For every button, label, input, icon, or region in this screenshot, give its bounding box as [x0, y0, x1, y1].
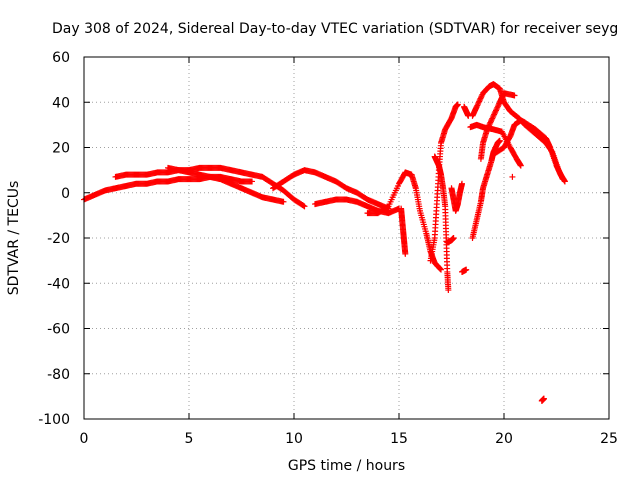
x-axis-label: GPS time / hours	[288, 458, 405, 474]
data-point	[496, 137, 503, 144]
series-trace-o	[461, 103, 472, 119]
data-point	[402, 250, 409, 257]
data-point	[540, 395, 547, 402]
data-point	[509, 173, 516, 180]
data-point	[493, 106, 500, 113]
data-point	[438, 266, 444, 273]
data-point	[561, 178, 568, 185]
data-point	[475, 99, 482, 106]
data-point	[487, 119, 494, 126]
data-point	[478, 92, 485, 99]
y-tick-label: -80	[47, 367, 70, 383]
data-point	[463, 266, 470, 273]
y-tick-label: 0	[61, 186, 70, 202]
data-point	[517, 162, 524, 169]
series-trace-c	[165, 164, 287, 205]
data-point	[450, 235, 457, 241]
y-tick-label: -100	[38, 412, 70, 428]
data-point	[476, 98, 483, 105]
data-point	[474, 102, 481, 109]
data-point	[494, 103, 501, 110]
data-point	[473, 103, 480, 110]
x-tick-label: 10	[285, 431, 303, 447]
y-tick-label: -40	[47, 276, 70, 292]
data-point	[488, 116, 495, 123]
data-point	[280, 198, 287, 205]
points-layer	[81, 81, 568, 404]
data-point	[478, 94, 485, 101]
data-point	[511, 92, 518, 99]
data-point	[300, 202, 307, 209]
series-trace-l	[459, 266, 470, 275]
x-tick-label: 20	[495, 431, 513, 447]
y-axis-label: SDTVAR / TECUs	[6, 181, 22, 296]
chart-title: Day 308 of 2024, Sidereal Day-to-day VTE…	[52, 21, 618, 37]
data-point	[454, 101, 461, 108]
data-point	[476, 96, 483, 103]
series-trace-t	[538, 395, 547, 404]
data-point	[445, 287, 452, 294]
series-trace-i	[427, 101, 461, 264]
ticks-layer: 0 5 10 15 20 25 -100 -80 -60 -40 -20 0 20 40 60	[38, 50, 618, 447]
series-trace-k	[444, 235, 457, 246]
plot-frame	[83, 56, 610, 420]
data-point	[490, 112, 497, 119]
y-tick-label: 60	[52, 50, 70, 66]
series-trace-d	[270, 167, 392, 212]
data-point	[437, 265, 444, 272]
data-point	[249, 178, 255, 185]
data-point	[459, 180, 465, 187]
data-point	[436, 265, 443, 272]
y-tick-label: -60	[47, 322, 70, 338]
data-point	[492, 108, 499, 115]
data-point	[495, 101, 502, 108]
series-trace-j	[448, 180, 465, 214]
data-point	[493, 107, 500, 114]
grid-layer	[84, 57, 609, 419]
series-trace-r	[490, 117, 568, 185]
data-point	[491, 110, 498, 117]
data-point	[489, 114, 496, 121]
series-trace-a	[81, 173, 255, 203]
data-point	[491, 111, 498, 118]
data-point	[487, 118, 494, 125]
data-point	[494, 104, 501, 111]
x-tick-label: 25	[600, 431, 618, 447]
data-point	[489, 115, 496, 122]
y-tick-label: 20	[52, 141, 70, 157]
data-point	[474, 101, 481, 108]
x-tick-label: 5	[185, 431, 194, 447]
x-tick-label: 0	[80, 431, 89, 447]
series-trace-e	[312, 196, 402, 217]
x-tick-label: 15	[390, 431, 408, 447]
series-trace-s	[509, 173, 516, 180]
series-trace-f	[364, 169, 444, 273]
y-tick-label: -20	[47, 231, 70, 247]
data-point	[477, 95, 484, 102]
series-trace-g	[398, 205, 409, 257]
data-point	[301, 203, 308, 210]
y-tick-label: 40	[52, 95, 70, 111]
